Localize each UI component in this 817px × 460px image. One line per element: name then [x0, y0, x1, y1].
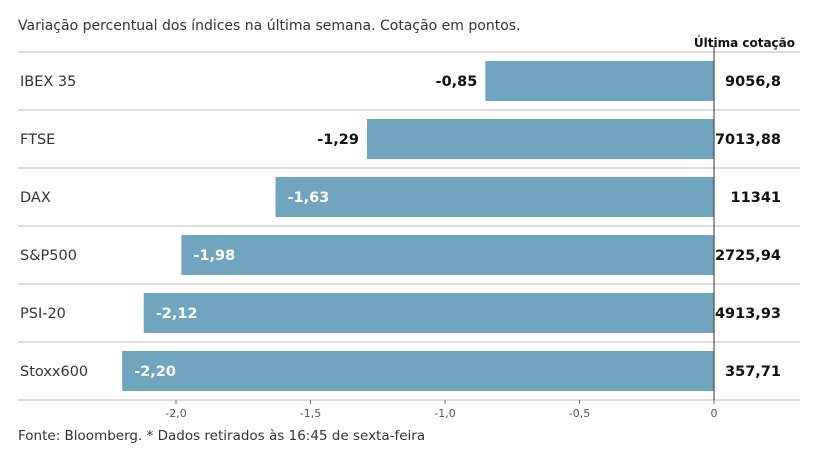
bar — [143, 293, 715, 333]
x-tick-label: -1,0 — [434, 407, 455, 420]
last-quote-value: 11341 — [731, 190, 781, 206]
x-tick-label: -2,0 — [165, 407, 186, 420]
category-label: IBEX 35 — [20, 74, 76, 90]
chart-subtitle: Variação percentual dos índices na últim… — [18, 18, 521, 34]
data-label: -1,29 — [317, 132, 359, 148]
last-quote-value: 7013,88 — [715, 132, 781, 148]
data-label: -0,85 — [436, 74, 478, 90]
data-label: -1,63 — [288, 190, 330, 206]
source-note: Fonte: Bloomberg. * Dados retirados às 1… — [18, 428, 426, 444]
category-label: DAX — [20, 190, 51, 206]
last-quote-value: 9056,8 — [725, 74, 781, 90]
data-label: -1,98 — [193, 248, 235, 264]
category-label: Stoxx600 — [20, 364, 88, 380]
bar — [122, 351, 714, 391]
bar — [181, 235, 714, 275]
bar — [366, 119, 714, 159]
data-label: -2,20 — [134, 364, 176, 380]
x-tick-label: -0,5 — [569, 407, 590, 420]
x-tick-label: -1,5 — [300, 407, 321, 420]
category-label: FTSE — [20, 132, 55, 148]
data-label: -2,12 — [156, 306, 198, 322]
x-tick-label: 0 — [711, 407, 718, 420]
bar — [275, 177, 714, 217]
last-quote-value: 357,71 — [725, 364, 781, 380]
last-quote-header: Última cotação — [694, 35, 795, 50]
category-label: S&P500 — [20, 248, 77, 264]
last-quote-value: 4913,93 — [715, 306, 781, 322]
bar — [485, 61, 714, 101]
last-quote-value: 2725,94 — [715, 248, 781, 264]
category-label: PSI-20 — [20, 306, 66, 322]
